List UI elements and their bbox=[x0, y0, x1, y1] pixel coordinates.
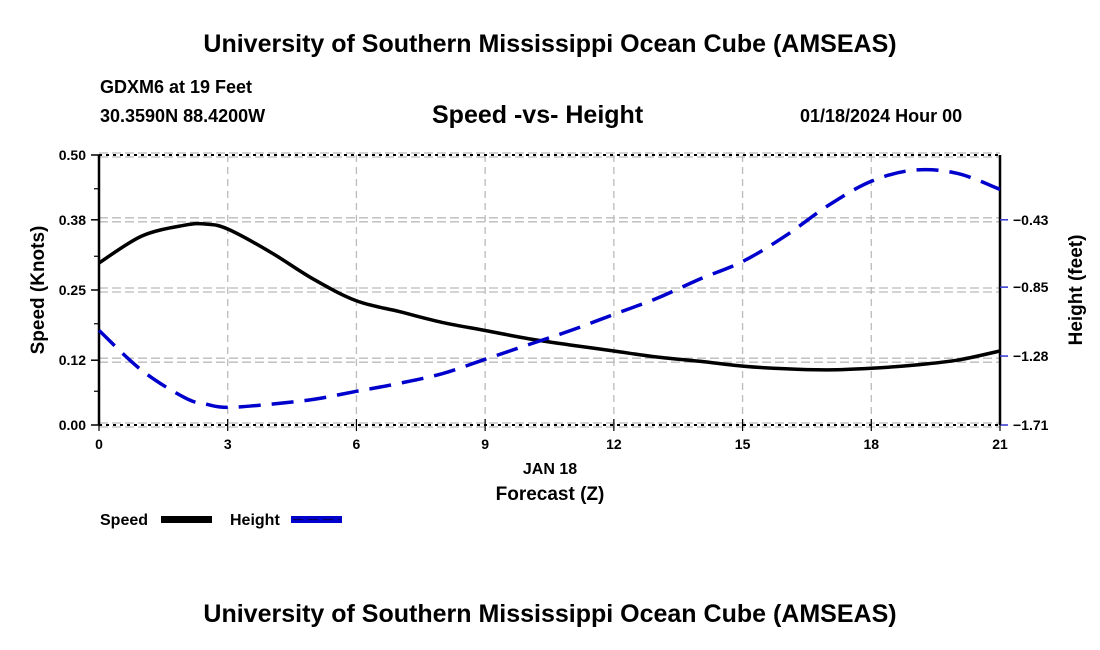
height-line bbox=[97, 167, 1001, 410]
coordinates-label: 30.3590N 88.4200W bbox=[100, 106, 266, 126]
x-tick-label: 18 bbox=[863, 436, 879, 452]
y-tick-label: 0.50 bbox=[59, 147, 86, 163]
x-tick-label: 3 bbox=[224, 436, 232, 452]
speed-line bbox=[98, 221, 1001, 372]
y2-tick-label: −0.43 bbox=[1013, 212, 1049, 228]
x-axis-label: Forecast (Z) bbox=[496, 484, 605, 505]
x-tick-label: 12 bbox=[606, 436, 622, 452]
x-axis-date-label: JAN 18 bbox=[523, 461, 577, 478]
legend-speed-label: Speed bbox=[100, 512, 148, 529]
y-axis-label: Speed (Knots) bbox=[28, 226, 49, 355]
y2-tick-label: −0.85 bbox=[1013, 279, 1049, 295]
series-lines bbox=[97, 167, 1001, 410]
y-tick-label: 0.12 bbox=[59, 352, 86, 368]
y-tick-label: 0.00 bbox=[59, 417, 86, 433]
x-tick-label: 15 bbox=[735, 436, 751, 452]
station-label: GDXM6 at 19 Feet bbox=[100, 77, 253, 97]
x-tick-label: 6 bbox=[353, 436, 361, 452]
x-tick-label: 21 bbox=[992, 436, 1008, 452]
x-tick-label: 9 bbox=[481, 436, 489, 452]
tick-labels: 0.00 0.12 0.25 0.38 0.50 −1.71 −1.28 −0.85 −0.43… bbox=[59, 147, 1049, 452]
y2-tick-label: −1.71 bbox=[1013, 417, 1049, 433]
legend-speed-swatch bbox=[161, 516, 212, 523]
chart-title: Speed -vs- Height bbox=[432, 101, 644, 129]
legend: Speed Height bbox=[100, 512, 342, 529]
y2-axis-label: Height (feet) bbox=[1066, 235, 1087, 346]
y-tick-label: 0.25 bbox=[59, 282, 86, 298]
footer-title: University of Southern Mississippi Ocean… bbox=[203, 600, 897, 628]
grid bbox=[99, 152, 1000, 428]
x-tick-label: 0 bbox=[95, 436, 103, 452]
legend-height-label: Height bbox=[230, 512, 280, 529]
y2-tick-label: −1.28 bbox=[1013, 348, 1049, 364]
datetime-label: 01/18/2024 Hour 00 bbox=[800, 106, 963, 126]
speed-height-chart: 0.00 0.12 0.25 0.38 0.50 −1.71 −1.28 −0.85 −0.43… bbox=[28, 147, 1087, 529]
y-tick-label: 0.38 bbox=[59, 212, 86, 228]
main-title: University of Southern Mississippi Ocean… bbox=[203, 30, 897, 58]
axes bbox=[91, 154, 1008, 431]
